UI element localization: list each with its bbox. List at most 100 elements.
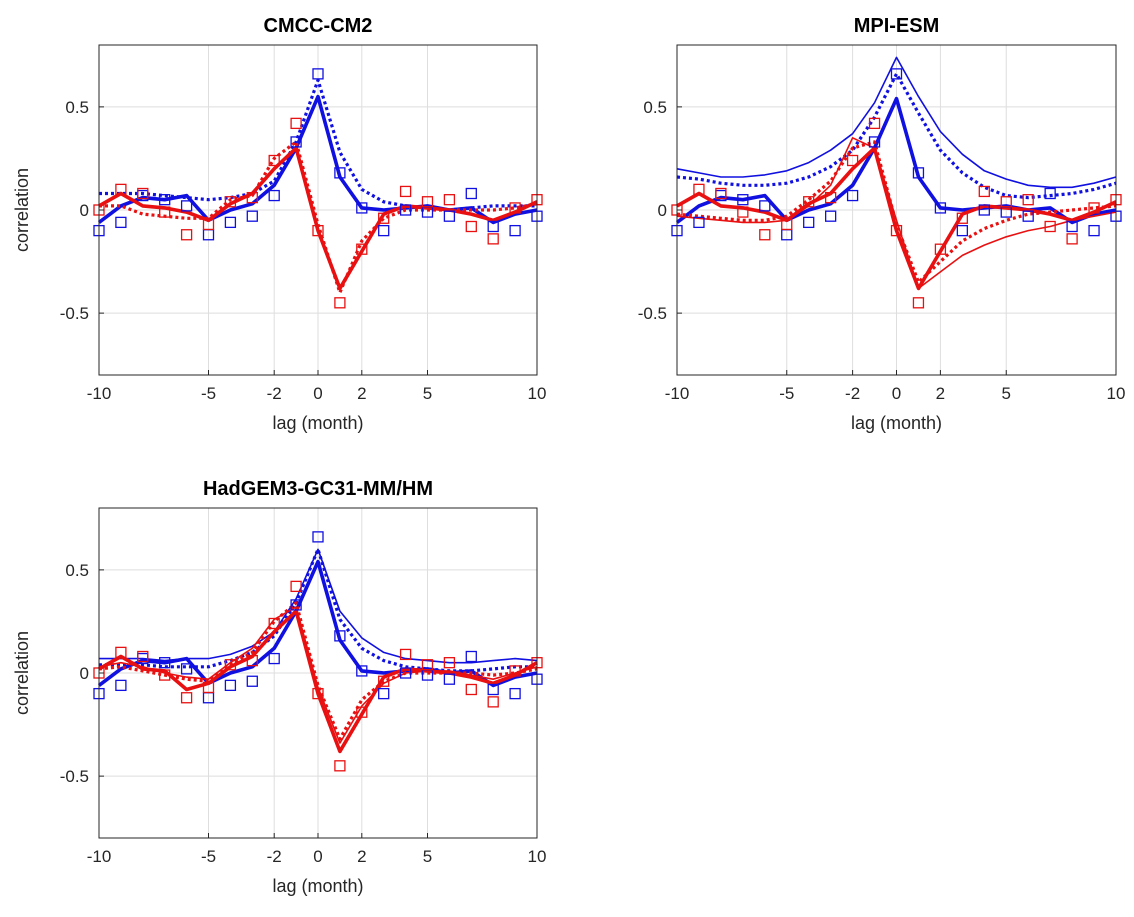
data-point-square (159, 194, 171, 206)
x-tick-label: 5 (423, 847, 432, 866)
data-point-square (1044, 220, 1056, 233)
data-point-square (180, 663, 193, 675)
data-point-square (443, 210, 456, 222)
chart-panel-2: -10 -5 -2 0 2 5 10 -0.5 0 0.5 MPI-ESM lag (month) (638, 15, 1126, 433)
data-point-square (290, 580, 302, 593)
data-point-square (912, 167, 925, 179)
y-axis-label: correlation (12, 631, 32, 715)
data-point-square (159, 669, 171, 681)
y-tick-label: 0.5 (65, 561, 89, 580)
chart-panel-1: -10 -5 -2 0 2 5 10 -0.5 0 0.5 CMCC-CM2 lag (month) c… (12, 15, 546, 433)
y-tick-label: 0 (80, 664, 89, 683)
data-point-square (115, 183, 127, 196)
data-point-square (465, 650, 477, 663)
data-point-square (115, 216, 127, 229)
data-point-square (693, 183, 705, 196)
data-point-square (290, 136, 302, 148)
x-tick-label: 2 (357, 847, 366, 866)
x-tick-label: 0 (313, 847, 322, 866)
data-point-square (312, 224, 324, 237)
y-tick-label: 0.5 (65, 98, 89, 117)
data-point-square (715, 187, 727, 200)
x-tick-label: 2 (357, 384, 366, 403)
x-tick-label: 2 (936, 384, 945, 403)
series-line-dotted (676, 140, 1117, 284)
data-point-square (399, 204, 412, 216)
data-point-square (246, 675, 258, 687)
data-point-square (825, 191, 837, 204)
data-point-square (759, 200, 771, 212)
x-tick-label: 10 (1107, 384, 1126, 403)
series-line-dotted (99, 78, 537, 212)
data-point-square (290, 599, 302, 611)
data-point-square (868, 117, 881, 130)
chart-panel-3: -10 -5 -2 0 2 5 10 -0.5 0 0.5 HadGEM3-GC31-MM/HM la… (12, 478, 546, 896)
series-line-thin-solid (676, 56, 1117, 189)
data-point-square (509, 687, 521, 700)
data-point-square (246, 210, 258, 222)
data-point-square (378, 212, 390, 224)
x-tick-label: -10 (665, 384, 690, 403)
data-point-square (224, 679, 237, 692)
data-point-square (737, 206, 749, 218)
y-tick-label: -0.5 (60, 767, 89, 786)
data-point-square (509, 202, 521, 214)
data-point-square (912, 297, 925, 309)
data-point-square (956, 224, 968, 237)
data-point-square (465, 187, 477, 200)
x-tick-label: -5 (201, 384, 216, 403)
data-point-square (509, 665, 521, 677)
series-line-thin-solid (676, 137, 1117, 290)
data-point-square (890, 68, 903, 80)
y-tick-label: -0.5 (638, 304, 667, 323)
data-point-square (356, 706, 368, 718)
series-line-dotted (99, 547, 537, 673)
data-point-square (334, 630, 346, 642)
data-point-square (290, 117, 302, 130)
data-point-square (356, 243, 368, 255)
series-line-dotted (99, 140, 538, 295)
data-point-square (487, 683, 499, 696)
data-point-square (759, 229, 771, 241)
data-point-square (224, 659, 237, 671)
x-tick-label: -2 (845, 384, 860, 403)
data-point-square (487, 233, 499, 245)
data-point-square (246, 654, 258, 667)
chart-title: HadGEM3-GC31-MM/HM (203, 478, 433, 500)
data-point-square (781, 218, 793, 231)
data-point-square (202, 218, 215, 231)
x-tick-label: -5 (779, 384, 794, 403)
data-point-square (1022, 194, 1034, 206)
data-point-square (268, 617, 280, 630)
x-tick-label: -2 (267, 384, 282, 403)
series-line-thick-solid (98, 146, 538, 291)
data-point-square (378, 687, 390, 700)
chart-title: MPI-ESM (854, 15, 940, 37)
data-point-square (312, 687, 324, 700)
data-point-square (137, 187, 149, 200)
x-tick-label: 10 (528, 384, 547, 403)
data-point-square (890, 224, 903, 237)
data-point-square (312, 531, 324, 543)
data-point-square (115, 646, 127, 659)
data-point-square (1022, 210, 1034, 222)
data-point-square (399, 648, 412, 661)
y-tick-label: -0.5 (60, 304, 89, 323)
data-point-square (224, 216, 237, 229)
data-point-square (1000, 196, 1012, 208)
x-tick-label: 0 (313, 384, 322, 403)
x-tick-label: 0 (892, 384, 901, 403)
data-point-square (693, 216, 705, 229)
data-point-square (334, 760, 346, 772)
data-point-square (825, 210, 837, 222)
data-point-square (803, 196, 815, 208)
x-tick-label: -2 (267, 847, 282, 866)
data-point-square (978, 204, 990, 216)
data-point-square (137, 650, 149, 663)
data-point-square (159, 657, 171, 669)
data-point-square (1044, 187, 1056, 200)
data-point-square (978, 185, 990, 198)
y-tick-label: 0 (658, 201, 667, 220)
x-tick-label: 10 (528, 847, 547, 866)
data-point-square (868, 136, 881, 148)
